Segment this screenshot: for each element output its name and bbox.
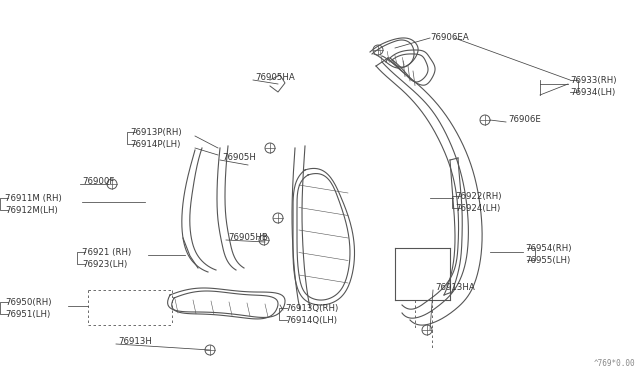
Text: 76913Q(RH): 76913Q(RH) <box>285 304 339 312</box>
Text: 76905HA: 76905HA <box>255 74 295 83</box>
Text: 76912M(LH): 76912M(LH) <box>5 205 58 215</box>
Text: 76906E: 76906E <box>508 115 541 125</box>
Text: 76923(LH): 76923(LH) <box>82 260 127 269</box>
Text: 76914P(LH): 76914P(LH) <box>130 140 180 148</box>
Text: 76922(RH): 76922(RH) <box>455 192 502 201</box>
Text: 76905H: 76905H <box>222 154 256 163</box>
Text: 76933(RH): 76933(RH) <box>570 76 616 84</box>
Text: 76906EA: 76906EA <box>430 33 468 42</box>
Text: 76924(LH): 76924(LH) <box>455 203 500 212</box>
Text: 76913H: 76913H <box>118 337 152 346</box>
Text: 76913HA: 76913HA <box>435 283 475 292</box>
Text: 76911M (RH): 76911M (RH) <box>5 193 61 202</box>
Text: 76950(RH): 76950(RH) <box>5 298 51 307</box>
Text: 76951(LH): 76951(LH) <box>5 310 51 318</box>
Text: 76921 (RH): 76921 (RH) <box>82 247 131 257</box>
Text: 76900F: 76900F <box>82 177 115 186</box>
Text: ^769*0.00: ^769*0.00 <box>593 359 635 368</box>
Text: 76955(LH): 76955(LH) <box>525 256 570 264</box>
Text: 76905HB: 76905HB <box>228 234 268 243</box>
Text: 76914Q(LH): 76914Q(LH) <box>285 315 337 324</box>
Text: 76954(RH): 76954(RH) <box>525 244 572 253</box>
Text: 76934(LH): 76934(LH) <box>570 87 615 96</box>
Text: 76913P(RH): 76913P(RH) <box>130 128 182 137</box>
